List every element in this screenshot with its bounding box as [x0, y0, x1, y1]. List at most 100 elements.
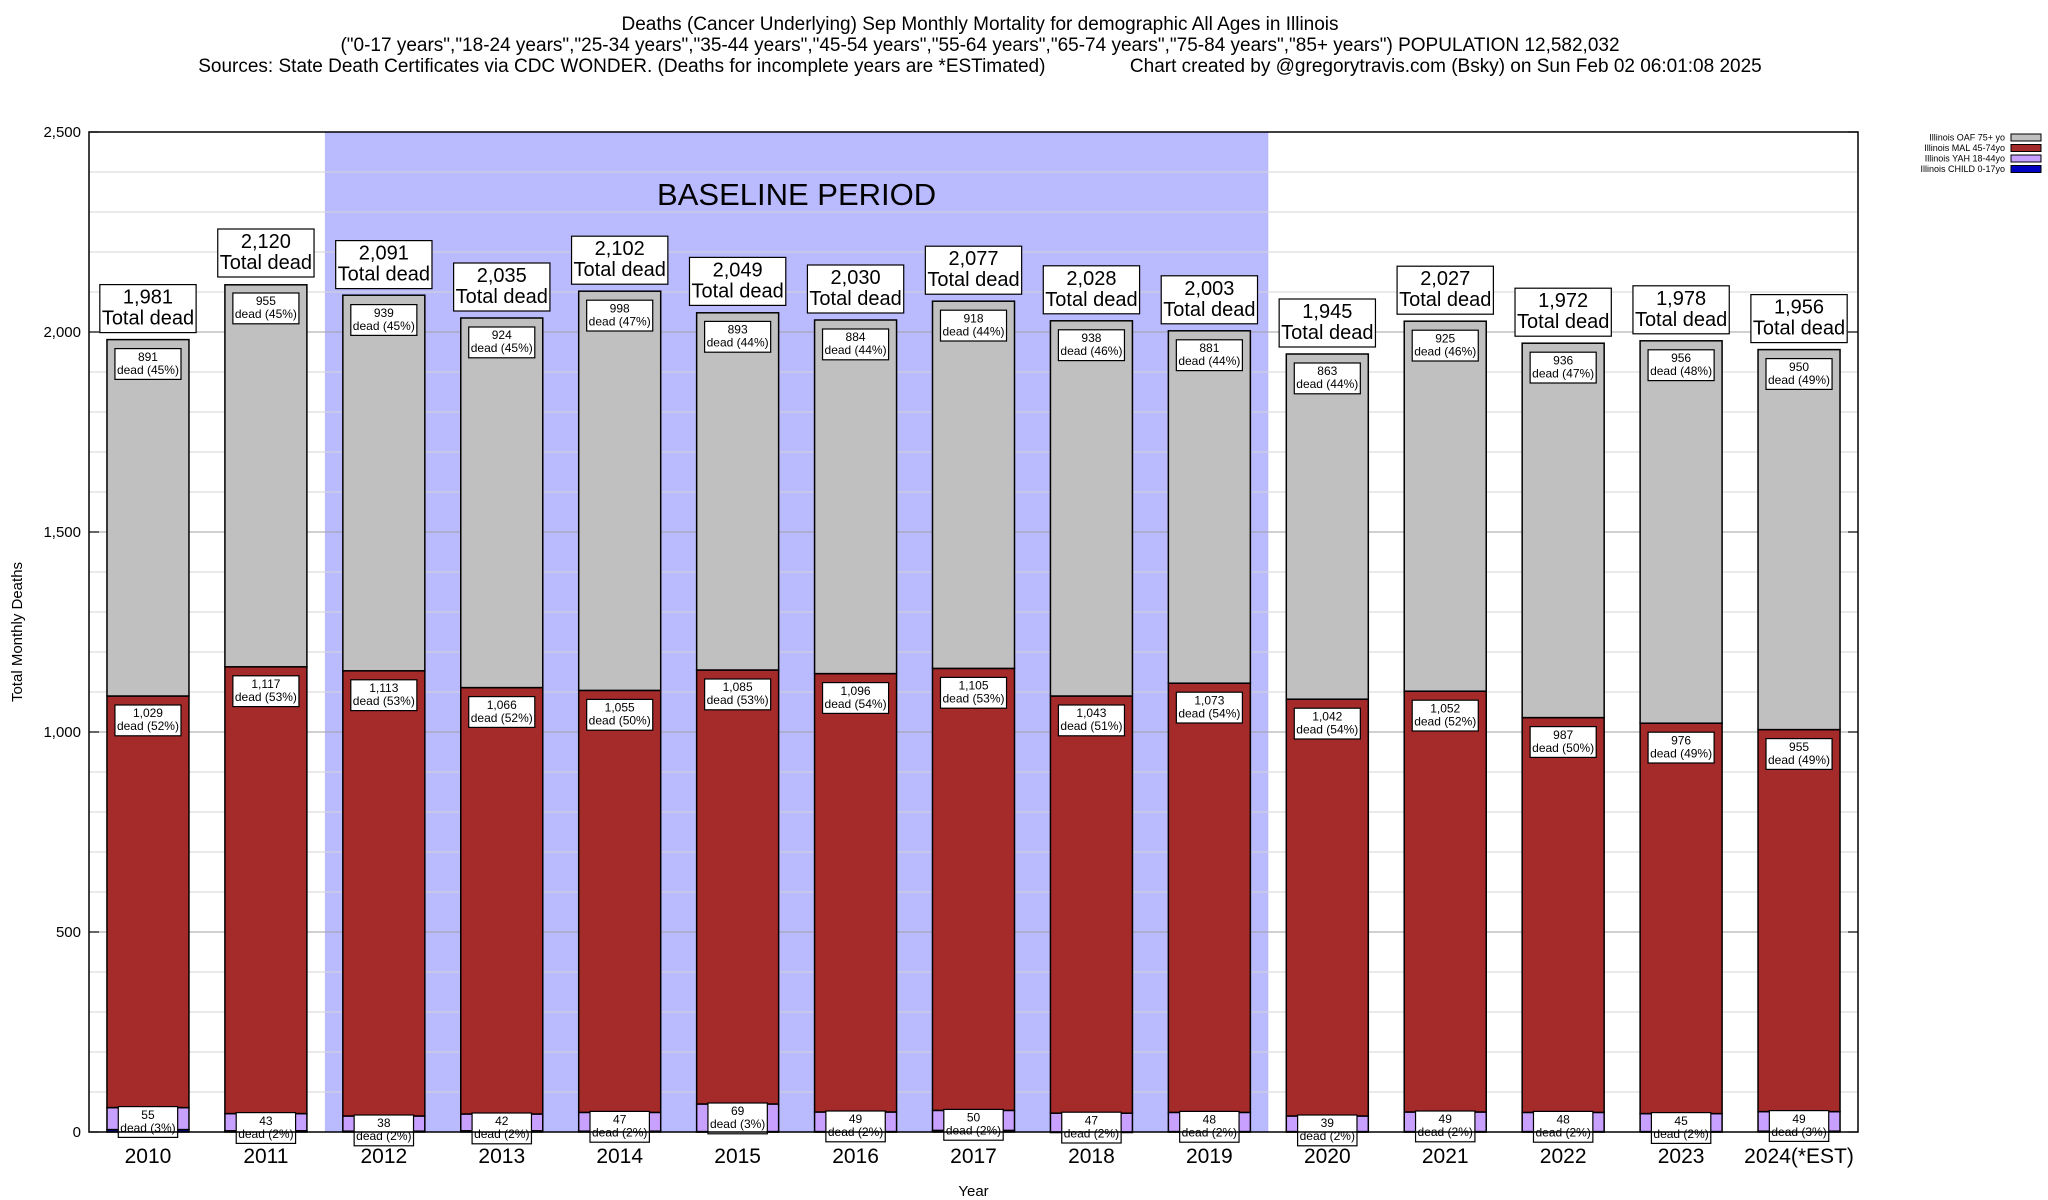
- label-yah-box: [1179, 1110, 1240, 1143]
- label-total-box: [570, 235, 669, 285]
- label-mal-box: [1765, 737, 1833, 770]
- label-total-line: Total dead: [1045, 289, 1137, 311]
- label-oaf-line: 863: [1317, 364, 1337, 378]
- label-total-line: 1,978: [1656, 288, 1706, 310]
- bar-segment-2: [1049, 695, 1134, 1114]
- label-total-line: Total dead: [574, 259, 666, 281]
- label-oaf-line: dead (48%): [1650, 364, 1712, 378]
- y-axis-title: Total Monthly Deaths: [9, 562, 26, 702]
- bar-segment-3: [577, 290, 662, 692]
- label-yah-line: dead (3%): [710, 1117, 765, 1131]
- label-yah-line: 42: [495, 1114, 509, 1128]
- label-total-box: [924, 245, 1023, 295]
- label-total-line: Total dead: [691, 280, 783, 302]
- label-mal-line: dead (54%): [1178, 706, 1240, 720]
- label-oaf-line: dead (46%): [1060, 344, 1122, 358]
- label-yah-line: 55: [141, 1108, 155, 1122]
- label-mal-line: dead (52%): [1414, 714, 1476, 728]
- x-tick-label: 2017: [950, 1145, 997, 1168]
- label-oaf-line: dead (44%): [1296, 377, 1358, 391]
- label-total-box: [217, 228, 315, 278]
- label-total-line: 1,956: [1774, 297, 1824, 319]
- label-total-line: 2,027: [1420, 268, 1470, 290]
- bar-segment-3: [1521, 342, 1605, 719]
- label-total-line: 2,028: [1066, 268, 1116, 290]
- label-oaf-line: 925: [1435, 331, 1455, 345]
- label-oaf-line: 998: [610, 301, 630, 315]
- label-mal-line: 1,113: [369, 681, 398, 695]
- label-yah-line: 43: [259, 1114, 273, 1128]
- label-yah-box: [1061, 1111, 1122, 1144]
- label-total-line: 2,049: [713, 259, 763, 281]
- label-oaf-line: 955: [256, 294, 276, 308]
- bar-segment-3: [813, 319, 898, 675]
- chart-title: Deaths (Cancer Underlying) Sep Monthly M…: [621, 14, 1339, 35]
- label-yah-line: 48: [1203, 1113, 1217, 1127]
- label-oaf-line: dead (45%): [353, 319, 415, 333]
- label-oaf-box: [1293, 362, 1361, 395]
- bar-segment-2: [1403, 690, 1487, 1113]
- label-yah-line: 49: [849, 1112, 863, 1126]
- x-tick-label: 2010: [125, 1145, 172, 1168]
- label-mal-box: [114, 704, 182, 737]
- plot-frame: [88, 131, 1859, 1133]
- label-mal-line: dead (53%): [707, 693, 769, 707]
- label-total-box: [806, 264, 905, 314]
- bar-segment-3: [224, 284, 308, 668]
- label-yah-line: 48: [1556, 1113, 1570, 1127]
- label-total-line: 2,030: [831, 267, 881, 289]
- label-oaf-line: 939: [374, 306, 394, 320]
- label-total-box: [335, 240, 433, 290]
- label-yah-box: [825, 1110, 886, 1143]
- label-total-line: 1,972: [1538, 290, 1588, 312]
- label-yah-line: dead (2%): [1064, 1126, 1119, 1140]
- legend-swatch: [2010, 133, 2042, 142]
- label-mal-box: [586, 698, 654, 731]
- label-total-box: [1750, 294, 1848, 344]
- bar-segment-2: [813, 672, 898, 1113]
- label-yah-box: [707, 1102, 768, 1135]
- label-total-line: 2,102: [595, 238, 645, 260]
- bar-segment-2: [695, 669, 780, 1105]
- label-yah-line: 69: [731, 1104, 745, 1118]
- x-tick-label: 2024(*EST): [1744, 1145, 1854, 1168]
- chart-subtitle: ("0-17 years","18-24 years","25-34 years…: [340, 35, 1620, 56]
- x-tick-label: 2018: [1068, 1145, 1115, 1168]
- label-oaf-box: [1765, 358, 1833, 391]
- label-total-box: [1042, 265, 1141, 315]
- x-tick-label: 2019: [1186, 1145, 1233, 1168]
- bars: [106, 284, 1841, 1134]
- label-yah-line: 38: [377, 1116, 391, 1130]
- x-tick-label: 2015: [714, 1145, 761, 1168]
- label-mal-box: [939, 676, 1008, 709]
- chart-header: Deaths (Cancer Underlying) Sep Monthly M…: [0, 14, 1960, 77]
- label-oaf-line: dead (46%): [1414, 344, 1476, 358]
- label-oaf-line: dead (44%): [1178, 354, 1240, 368]
- label-yah-line: 47: [613, 1113, 627, 1127]
- label-oaf-box: [468, 326, 536, 359]
- y-tick-label: 500: [56, 924, 81, 941]
- label-oaf-line: 893: [728, 323, 748, 337]
- label-total-line: 2,091: [359, 243, 409, 265]
- label-mal-box: [1293, 707, 1361, 740]
- label-mal-line: 1,066: [487, 698, 517, 712]
- x-tick-label: 2022: [1540, 1145, 1587, 1168]
